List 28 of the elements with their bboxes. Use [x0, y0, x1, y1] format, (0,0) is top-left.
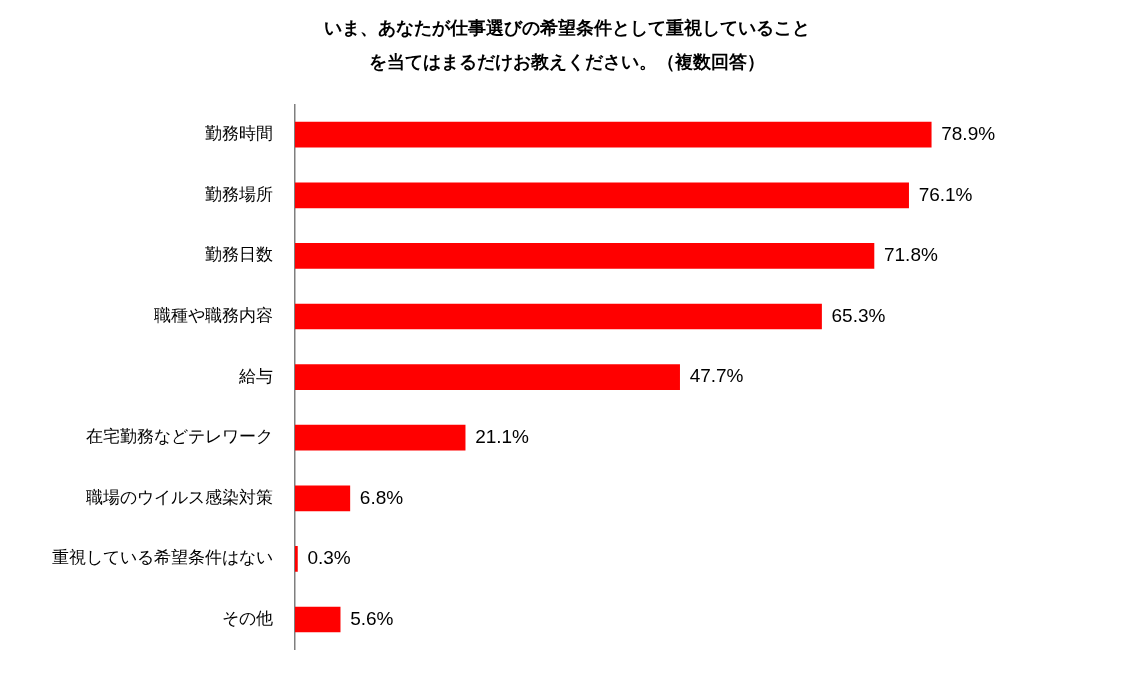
y-tick-label: 給与 [238, 365, 273, 386]
data-label: 21.1% [475, 425, 530, 447]
bar [295, 243, 875, 269]
data-label: 6.8% [359, 486, 404, 508]
bar [295, 546, 298, 572]
bar [295, 424, 466, 451]
data-label: 71.8% [883, 244, 938, 266]
data-label: 5.6% [350, 607, 394, 629]
y-tick-label: 勤務時間 [205, 123, 273, 144]
bar [295, 121, 932, 148]
data-label: 0.3% [307, 547, 351, 569]
data-label: 65.3% [831, 304, 886, 326]
data-label: 47.7% [689, 365, 744, 387]
data-label: 76.1% [918, 183, 973, 205]
chart-title: いま、あなたが仕事選びの希望条件として重視していることを当てはまるだけお教えください。（複数回答） [323, 16, 810, 72]
y-tick-label: その他 [222, 607, 273, 628]
y-tick-label: 勤務場所 [205, 183, 273, 204]
bar [295, 182, 909, 209]
y-tick-label: 職場のウイルス感染対策 [86, 486, 273, 507]
y-tick-label: 勤務日数 [205, 244, 273, 265]
bar [295, 303, 822, 330]
bar [295, 606, 341, 633]
y-tick-label: 職種や職務内容 [154, 304, 273, 325]
data-label: 78.9% [941, 122, 996, 144]
bar [295, 485, 351, 512]
bar [295, 364, 680, 390]
y-tick-label: 重視している希望条件はない [52, 547, 273, 568]
y-tick-label: 在宅勤務などテレワーク [86, 426, 273, 447]
